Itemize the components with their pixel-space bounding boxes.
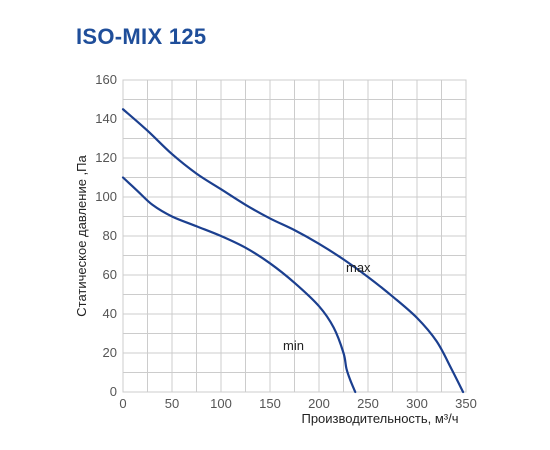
y-tick-label: 20 [103, 345, 117, 360]
y-tick-label: 0 [110, 384, 117, 399]
series-lines [121, 108, 465, 394]
y-tick-label: 140 [95, 111, 117, 126]
y-tick-label: 40 [103, 306, 117, 321]
series-label-min: min [283, 338, 304, 353]
y-tick-label: 120 [95, 150, 117, 165]
x-tick-label: 50 [165, 396, 179, 411]
x-tick-label: 100 [210, 396, 232, 411]
x-tick-label: 250 [357, 396, 379, 411]
x-tick-label: 300 [406, 396, 428, 411]
tick-labels: 0 50 100 150 200 250 300 350 0 20 40 60 80 100 120 140 1… [95, 72, 477, 411]
y-tick-label: 80 [103, 228, 117, 243]
series-labels: max min [283, 260, 371, 353]
y-tick-label: 60 [103, 267, 117, 282]
x-tick-label: 200 [308, 396, 330, 411]
series-line-min [121, 176, 357, 394]
grid [122, 79, 467, 393]
series-label-max: max [346, 260, 371, 275]
chart-title: ISO-MIX 125 [76, 24, 207, 49]
plot-border [122, 79, 467, 393]
x-tick-label: 350 [455, 396, 477, 411]
y-tick-label: 160 [95, 72, 117, 87]
y-axis-title: Статическое давление ,Па [74, 155, 89, 317]
x-axis-title: Производительность, м³/ч [301, 411, 458, 426]
y-tick-label: 100 [95, 189, 117, 204]
series-line-max [121, 108, 465, 394]
x-tick-label: 0 [119, 396, 126, 411]
x-tick-label: 150 [259, 396, 281, 411]
